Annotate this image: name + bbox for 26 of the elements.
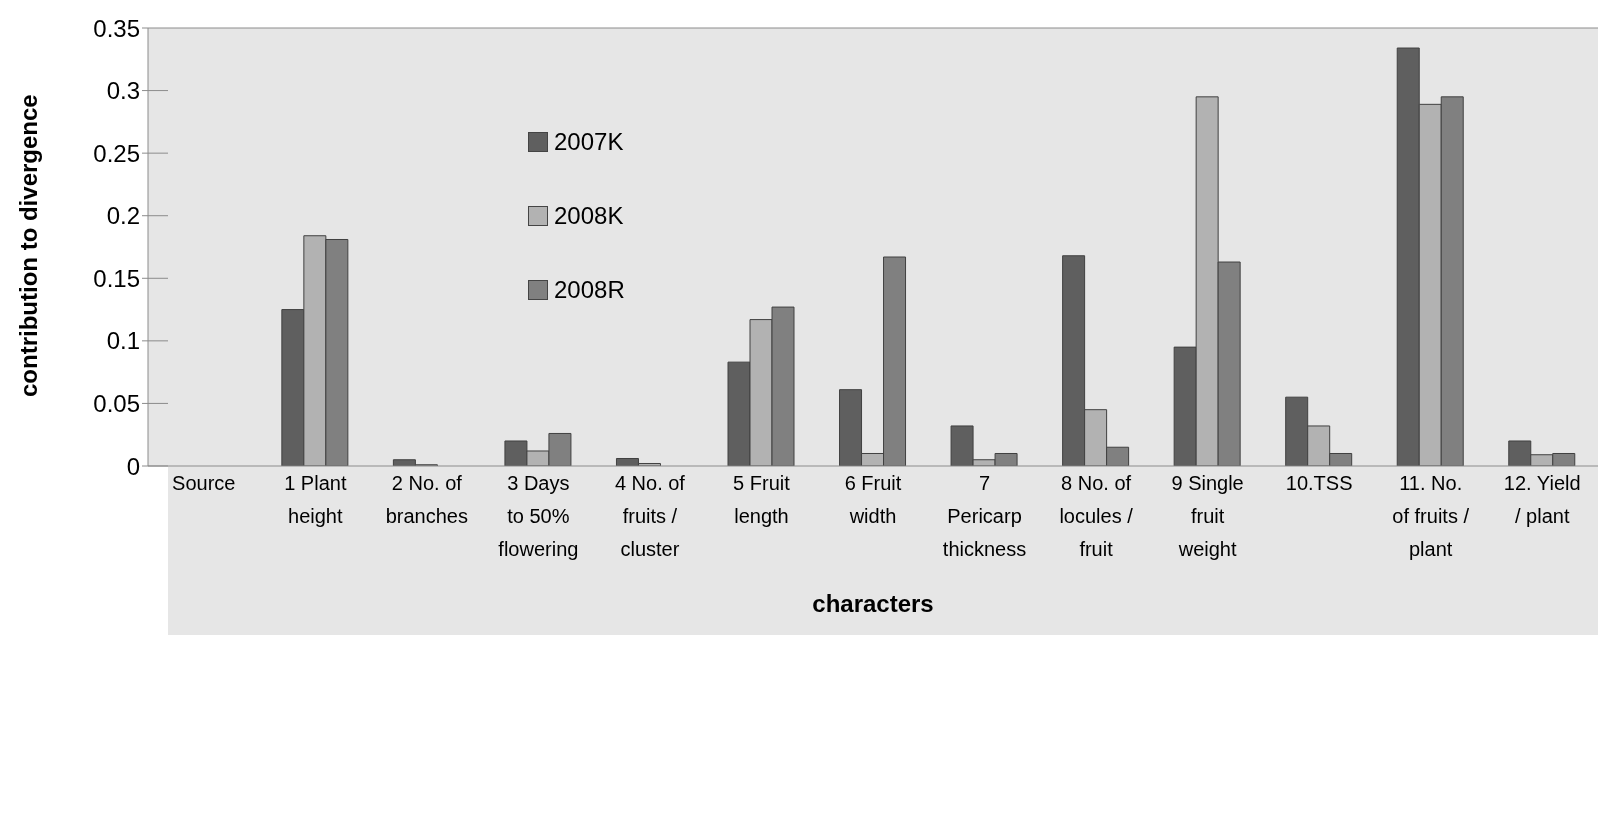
y-axis-title: contribution to divergence — [14, 94, 42, 397]
y-tick-label: 0.3 — [106, 77, 140, 105]
y-tick-label: 0.05 — [93, 389, 140, 417]
legend-label: 2007K — [554, 128, 624, 156]
x-tick-label: 11. No. of fruits / plant — [1392, 472, 1470, 560]
x-tick-label: 12. Yield / plant — [1503, 472, 1581, 527]
x-tick-label: 3 Days to 50% flowering — [498, 472, 579, 560]
x-tick-label: 5 Fruit length — [733, 472, 791, 527]
x-tick-label: 9 Single fruit weight — [1171, 472, 1244, 560]
y-tick-label: 0.1 — [106, 327, 140, 355]
x-tick-label: 2 No. of branches — [385, 472, 468, 527]
y-tick-label: 0.35 — [93, 14, 140, 42]
legend-label: 2008R — [554, 276, 625, 304]
y-tick-label: 0 — [126, 452, 140, 480]
x-tick-label: 8 No. of locules / fruit — [1059, 472, 1134, 560]
y-tick-label: 0.2 — [106, 202, 140, 230]
x-tick-label: 10.TSS — [1285, 472, 1353, 494]
y-tick-label: 0.15 — [93, 264, 140, 292]
legend-label: 2008K — [554, 202, 624, 230]
x-axis-title: characters — [812, 590, 934, 617]
x-tick-label: Source — [172, 472, 236, 494]
x-tick-label: 6 Fruit width — [844, 472, 902, 527]
y-tick-label: 0.25 — [93, 139, 140, 167]
x-tick-label: 4 No. of fruits / cluster — [614, 472, 686, 560]
x-tick-label: 7 Pericarp thickness — [942, 472, 1027, 560]
x-tick-label: 1 Plant height — [284, 472, 347, 527]
